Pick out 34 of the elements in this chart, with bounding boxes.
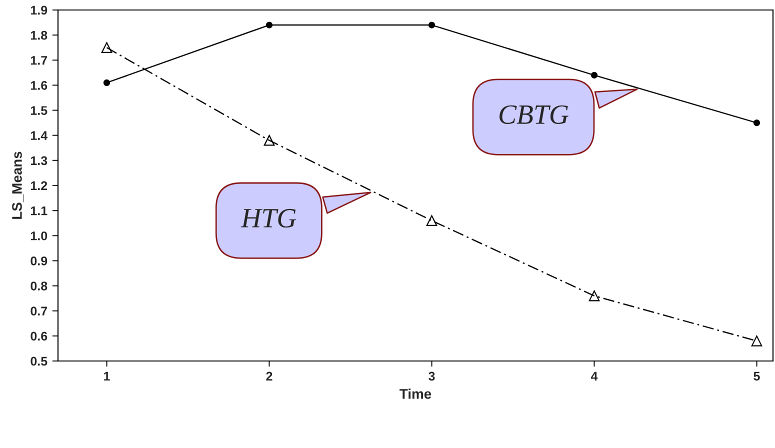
y-tick-label: 0.9: [30, 256, 48, 266]
point: [588, 290, 600, 302]
point: [751, 336, 762, 346]
point: [590, 72, 598, 79]
y-tick-label: 1.6: [30, 81, 48, 90]
point: [103, 79, 110, 86]
y-tick-label: 1.9: [30, 6, 48, 15]
x-tick-label: 5: [754, 372, 760, 381]
y-tick-label: 1.1: [30, 206, 48, 216]
y-tick-label: 1.8: [30, 30, 48, 40]
y-tick-label: 0.8: [30, 282, 48, 290]
point: [753, 119, 760, 126]
x-tick-label: 1: [104, 372, 110, 380]
series-label: CBTG: [500, 105, 568, 124]
y-tick-label: 0.7: [30, 306, 48, 316]
y-tick-label: 1.7: [30, 56, 48, 65]
point: [428, 22, 436, 28]
x-tick-label: 4: [590, 372, 598, 380]
x-tick-label: 3: [428, 372, 435, 381]
y-axis-title: LS_Means: [12, 152, 24, 219]
y-tick-label: 0.6: [30, 332, 48, 341]
y-tick-label: 1.5: [30, 106, 48, 115]
y-tick-label: 1.0: [30, 231, 48, 240]
y-tick-label: 0.5: [30, 356, 48, 366]
point: [101, 42, 112, 54]
point: [266, 22, 273, 28]
y-tick-label: 1.2: [30, 181, 48, 190]
y-tick-label: 1.4: [30, 131, 48, 140]
x-axis-title: Time: [400, 388, 432, 399]
y-tick-label: 1.3: [30, 156, 48, 166]
series-label: HTG: [240, 208, 296, 228]
point: [264, 134, 275, 146]
point: [426, 215, 438, 226]
x-tick-label: 2: [266, 372, 272, 380]
